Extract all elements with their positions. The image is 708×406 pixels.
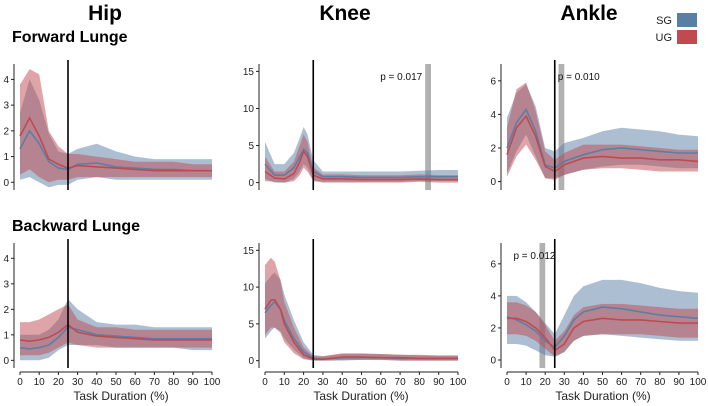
x-tick-label: 90 (187, 377, 199, 388)
x-tick-label: 10 (34, 377, 46, 388)
x-tick-label: 0 (504, 377, 510, 388)
x-tick-label: 30 (72, 377, 84, 388)
x-tick-label: 60 (130, 377, 142, 388)
row-label-forward-lunge: Forward Lunge (12, 29, 128, 46)
p-value-label: p = 0.012 (513, 251, 555, 262)
y-tick-label: 0 (248, 356, 254, 367)
x-tick-label: 80 (654, 377, 666, 388)
x-tick-label: 40 (337, 377, 349, 388)
x-tick-label: 0 (262, 377, 268, 388)
legend-label-sg: SG (656, 15, 672, 27)
y-tick-label: 0 (490, 177, 496, 188)
y-tick-label: 4 (490, 110, 496, 121)
chart-knee-forward: p = 0.017 0 5 10 15 (243, 60, 458, 190)
y-tick-label: 10 (243, 283, 255, 294)
x-axis-label-knee: Task Duration (%) (313, 389, 408, 403)
x-tick-label: 20 (298, 377, 310, 388)
chart-knee-backward: 0 5 10 15 0 10 20 30 40 50 60 70 80 90 100 (243, 239, 467, 388)
y-tick-label: 0 (248, 178, 254, 189)
y-tick-label: 5 (248, 319, 254, 330)
y-tick-label: 2 (490, 144, 496, 155)
p-value-label: p = 0.017 (380, 72, 422, 83)
x-tick-label: 20 (53, 377, 65, 388)
y-tick-label: 2 (3, 126, 9, 137)
x-tick-label: 70 (635, 377, 647, 388)
y-tick-label: 5 (248, 141, 254, 152)
x-tick-label: 60 (375, 377, 387, 388)
x-tick-label: 80 (168, 377, 180, 388)
x-axis-label-hip: Task Duration (%) (73, 389, 168, 403)
lunge-kinematics-figure: Hip Knee Ankle Forward Lunge Backward Lu… (0, 0, 708, 406)
x-tick-label: 0 (17, 377, 23, 388)
y-tick-label: 6 (490, 259, 496, 270)
x-tick-label: 40 (578, 377, 590, 388)
x-tick-label: 10 (279, 377, 291, 388)
p-value-label: p = 0.010 (558, 72, 600, 83)
x-tick-label: 90 (433, 377, 445, 388)
y-tick-label: 4 (490, 291, 496, 302)
x-tick-label: 50 (110, 377, 122, 388)
x-tick-label: 40 (91, 377, 103, 388)
y-tick-label: 0 (3, 178, 9, 189)
y-tick-label: 0 (3, 356, 9, 367)
legend-swatch-sg (677, 13, 697, 27)
x-tick-label: 100 (450, 377, 467, 388)
row-label-backward-lunge: Backward Lunge (12, 218, 140, 235)
y-tick-label: 1 (3, 152, 9, 163)
x-axis-label-ankle: Task Duration (%) (555, 389, 650, 403)
x-tick-label: 50 (597, 377, 609, 388)
y-tick-label: 3 (3, 101, 9, 112)
y-tick-label: 1 (3, 330, 9, 341)
column-title-hip: Hip (88, 2, 122, 25)
y-tick-label: 2 (3, 305, 9, 316)
x-tick-label: 100 (690, 377, 707, 388)
x-tick-label: 60 (616, 377, 628, 388)
band-ug (20, 304, 212, 355)
y-tick-label: 15 (243, 246, 255, 257)
y-tick-label: 10 (243, 104, 255, 115)
y-tick-label: 3 (3, 279, 9, 290)
y-tick-label: 6 (490, 76, 496, 87)
x-tick-label: 100 (204, 377, 221, 388)
x-tick-label: 30 (317, 377, 329, 388)
x-tick-label: 90 (673, 377, 685, 388)
chart-hip-forward: 0 1 2 3 4 (3, 60, 212, 190)
column-title-ankle: Ankle (560, 2, 617, 25)
x-tick-label: 30 (559, 377, 571, 388)
column-title-knee: Knee (319, 2, 370, 25)
legend-label-ug: UG (656, 32, 673, 44)
x-tick-label: 70 (395, 377, 407, 388)
legend-swatch-ug (677, 30, 697, 44)
x-tick-label: 80 (414, 377, 426, 388)
y-tick-label: 0 (490, 355, 496, 366)
band-ug (265, 258, 458, 361)
band-ug (20, 69, 212, 182)
x-tick-label: 70 (149, 377, 161, 388)
x-tick-label: 50 (356, 377, 368, 388)
x-tick-label: 20 (540, 377, 552, 388)
x-tick-label: 10 (521, 377, 533, 388)
y-tick-label: 2 (490, 323, 496, 334)
y-tick-label: 4 (3, 254, 9, 265)
chart-ankle-forward: p = 0.010 0 2 4 6 (490, 60, 698, 190)
y-tick-label: 15 (243, 67, 255, 78)
legend: SG UG (656, 13, 698, 44)
y-tick-label: 4 (3, 75, 9, 86)
